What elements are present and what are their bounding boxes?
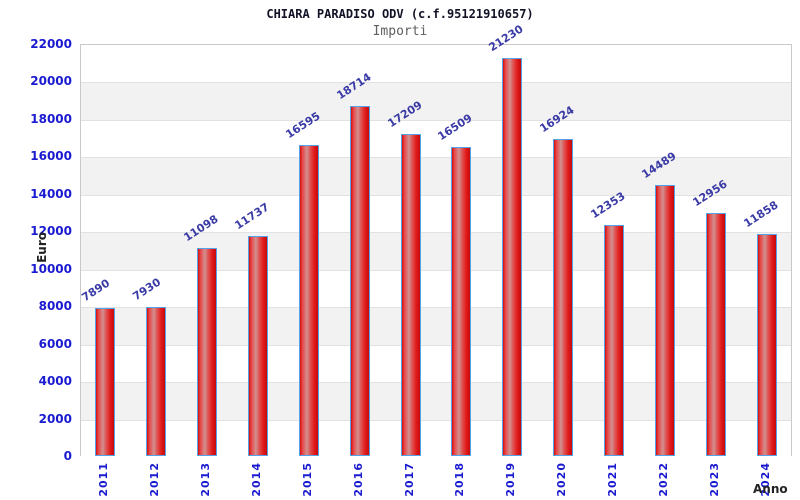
grid-band: [81, 382, 791, 420]
x-tick-label-2021: 2021: [606, 462, 619, 497]
bar-2021: [604, 224, 624, 456]
x-tick-label-2020: 2020: [555, 462, 569, 497]
y-tick-label: 10000: [30, 261, 72, 276]
y-tick-label: 2000: [38, 411, 72, 426]
x-tick-label-2011: 2011: [97, 462, 111, 497]
x-tick-label-2012: 2012: [148, 462, 162, 497]
x-tick-label-2017: 2017: [402, 462, 416, 497]
bar-2011: [95, 308, 116, 456]
bar-2014: [248, 236, 268, 456]
bar-2024: [756, 233, 777, 456]
grid-band: [81, 269, 791, 308]
chart-title: CHIARA PARADISO ODV (c.f.95121910657): [266, 7, 534, 21]
y-tick-label: 18000: [30, 111, 72, 126]
x-tick-label-2018: 2018: [453, 462, 467, 497]
grid-band: [81, 119, 791, 158]
grid-band: [81, 419, 791, 457]
bar-2017: [400, 133, 421, 456]
bar-2013: [197, 248, 218, 456]
y-tick-label: 16000: [30, 149, 72, 164]
y-tick-label: 6000: [38, 336, 72, 351]
x-axis-title: Anno: [753, 482, 788, 496]
x-tick-label-2022: 2022: [656, 462, 670, 497]
y-tick-label: 12000: [30, 224, 72, 239]
bar-2018: [451, 146, 472, 456]
x-tick-label-2013: 2013: [199, 462, 213, 497]
x-tick-label-2015: 2015: [300, 462, 314, 497]
grid-band: [81, 45, 791, 83]
bar-2012: [146, 307, 167, 456]
grid-band: [81, 194, 791, 233]
grid-band: [81, 307, 791, 345]
y-tick-label: 20000: [30, 74, 72, 89]
chart-subtitle: Importi: [372, 24, 428, 39]
grid-band: [81, 344, 791, 383]
x-tick-label-2016: 2016: [351, 462, 365, 497]
bar-2015: [298, 145, 319, 456]
bar-2023: [705, 213, 726, 456]
x-tick-label-2023: 2023: [707, 462, 721, 497]
y-tick-label: 0: [63, 449, 72, 463]
grid-band: [81, 157, 791, 195]
plot-area: [80, 44, 792, 457]
bar-2016: [349, 105, 370, 456]
bar-2022: [654, 184, 675, 456]
y-tick-label: 14000: [30, 186, 72, 201]
y-tick-label: 22000: [30, 37, 72, 51]
y-axis-title: Euro: [35, 232, 49, 263]
bar-2019: [502, 58, 523, 456]
x-tick-label-2019: 2019: [504, 462, 518, 497]
grid-band: [81, 82, 791, 120]
y-tick-label: 8000: [38, 299, 72, 314]
x-tick-label-2014: 2014: [250, 462, 263, 497]
bar-2020: [553, 139, 574, 456]
y-tick-label: 4000: [38, 374, 72, 389]
